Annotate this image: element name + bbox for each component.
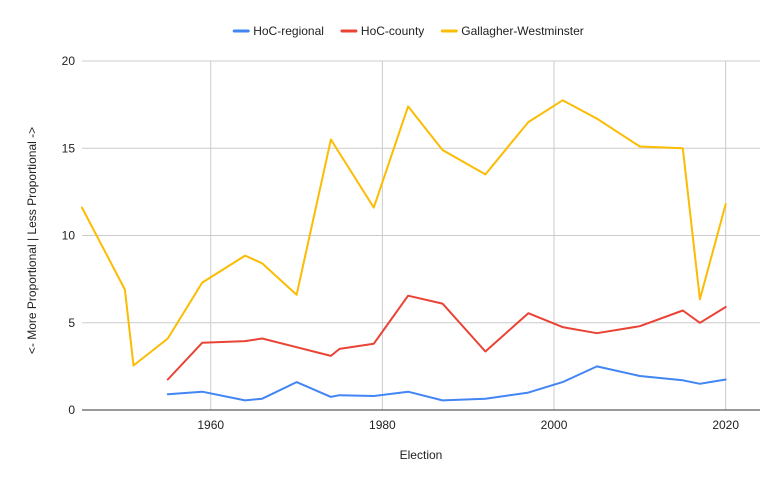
x-tick-label: 2000 xyxy=(541,418,568,432)
y-tick-label: 10 xyxy=(62,229,76,243)
gridlines xyxy=(82,60,760,410)
series-line-hoc-county xyxy=(166,294,727,381)
x-tick-label: 2020 xyxy=(712,418,739,432)
series-line-gallagher-westminster xyxy=(81,99,727,367)
series-line-hoc-regional xyxy=(166,365,727,402)
axes: 0 5 10 15 20 1960 1980 2000 2020 xyxy=(62,54,760,432)
y-axis-title: <- More Proportional | Less Proportional… xyxy=(25,127,39,354)
y-tick-label: 20 xyxy=(62,54,76,68)
y-tick-label: 15 xyxy=(62,141,76,155)
y-tick-label: 5 xyxy=(68,316,75,330)
x-tick-label: 1960 xyxy=(197,418,224,432)
legend-label: HoC-regional xyxy=(253,24,324,38)
legend-label: Gallagher-Westminster xyxy=(461,24,583,38)
x-tick-label: 1980 xyxy=(369,418,396,432)
series-lines xyxy=(81,99,727,402)
y-tick-label: 0 xyxy=(68,403,75,417)
legend: HoC-regional HoC-county Gallagher-Westmins… xyxy=(232,24,584,38)
legend-label: HoC-county xyxy=(361,24,424,38)
x-axis-title: Election xyxy=(400,448,443,462)
